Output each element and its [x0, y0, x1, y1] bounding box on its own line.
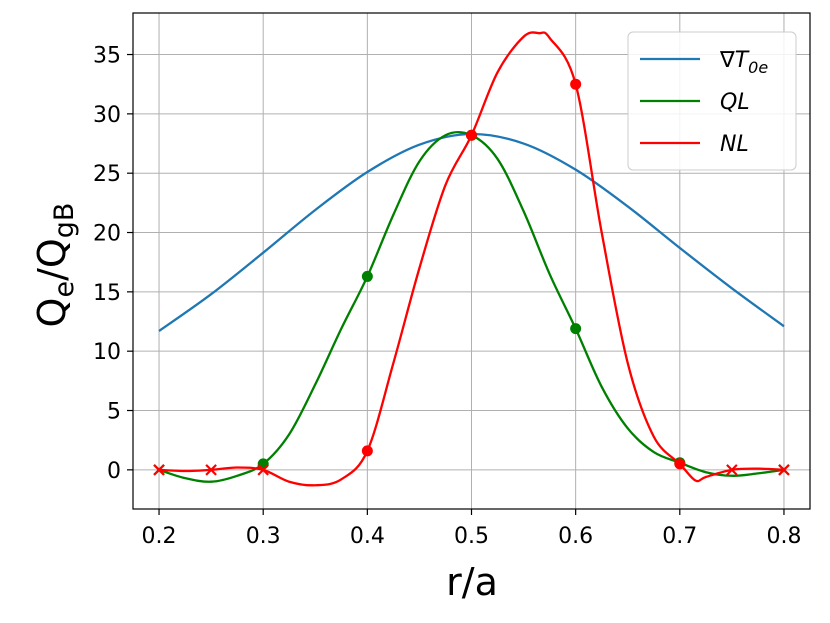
- marker-cross-stroke: [726, 464, 738, 476]
- y-tick-label: 15: [93, 281, 121, 306]
- y-label-slash: /: [30, 268, 74, 281]
- x-tick-label: 0.7: [662, 524, 697, 549]
- legend-box: [627, 31, 797, 171]
- legend: ∇T0e QL NL: [627, 31, 797, 171]
- y-tick-label: 25: [93, 162, 121, 187]
- y-label-sub-e: e: [49, 281, 80, 298]
- marker-cross-nl: [257, 464, 269, 476]
- marker-dot-nl: [570, 78, 582, 90]
- marker-cross-stroke: [778, 464, 790, 476]
- y-axis-label: Qe/QgB: [30, 203, 80, 328]
- y-label-q2: Q: [30, 238, 74, 268]
- x-tick-label: 0.8: [766, 524, 801, 549]
- y-tick-label: 35: [93, 44, 121, 69]
- x-tick-label: 0.5: [454, 524, 489, 549]
- series-line-nl: [158, 31, 785, 487]
- legend-gradT-sub: 0e: [748, 58, 768, 77]
- y-tick-label: 10: [93, 340, 121, 365]
- marker-dot-nl: [361, 445, 373, 457]
- x-tick-label: 0.6: [558, 524, 593, 549]
- marker-dot-nl: [674, 458, 686, 470]
- y-label-q1: Q: [30, 298, 74, 328]
- legend-label-ql: QL: [720, 90, 750, 115]
- y-tick-label: 20: [93, 222, 121, 247]
- y-label-sub-gb: gB: [49, 203, 80, 239]
- marker-dot-ql: [570, 323, 582, 335]
- x-axis-label: r/a: [446, 560, 498, 604]
- legend-label-gradT: ∇T0e: [719, 48, 768, 77]
- legend-gradT-base: ∇T: [719, 48, 750, 73]
- y-tick-label: 30: [93, 103, 121, 128]
- y-tick-label: 0: [107, 459, 121, 484]
- marker-dot-ql: [257, 458, 269, 470]
- marker-dot-nl: [466, 129, 477, 141]
- axis-ticks: 0.2 0.3 0.4 0.5 0.6 0.7 0.8 0 5 10 15 20 25 30 35: [93, 44, 801, 549]
- marker-cross-nl: [205, 464, 217, 476]
- x-tick-label: 0.2: [142, 524, 177, 549]
- x-tick-label: 0.3: [246, 524, 281, 549]
- legend-label-nl: NL: [720, 132, 749, 157]
- marker-cross-stroke: [205, 464, 217, 476]
- x-tick-label: 0.4: [350, 524, 385, 549]
- marker-cross-nl: [726, 464, 738, 476]
- marker-cross-stroke: [257, 464, 269, 476]
- marker-cross-nl: [778, 464, 790, 476]
- marker-cross-nl: [153, 464, 165, 476]
- plot-area: [153, 31, 790, 487]
- marker-dot-ql: [361, 270, 373, 282]
- y-tick-label: 5: [107, 400, 121, 425]
- marker-cross-stroke: [153, 464, 165, 476]
